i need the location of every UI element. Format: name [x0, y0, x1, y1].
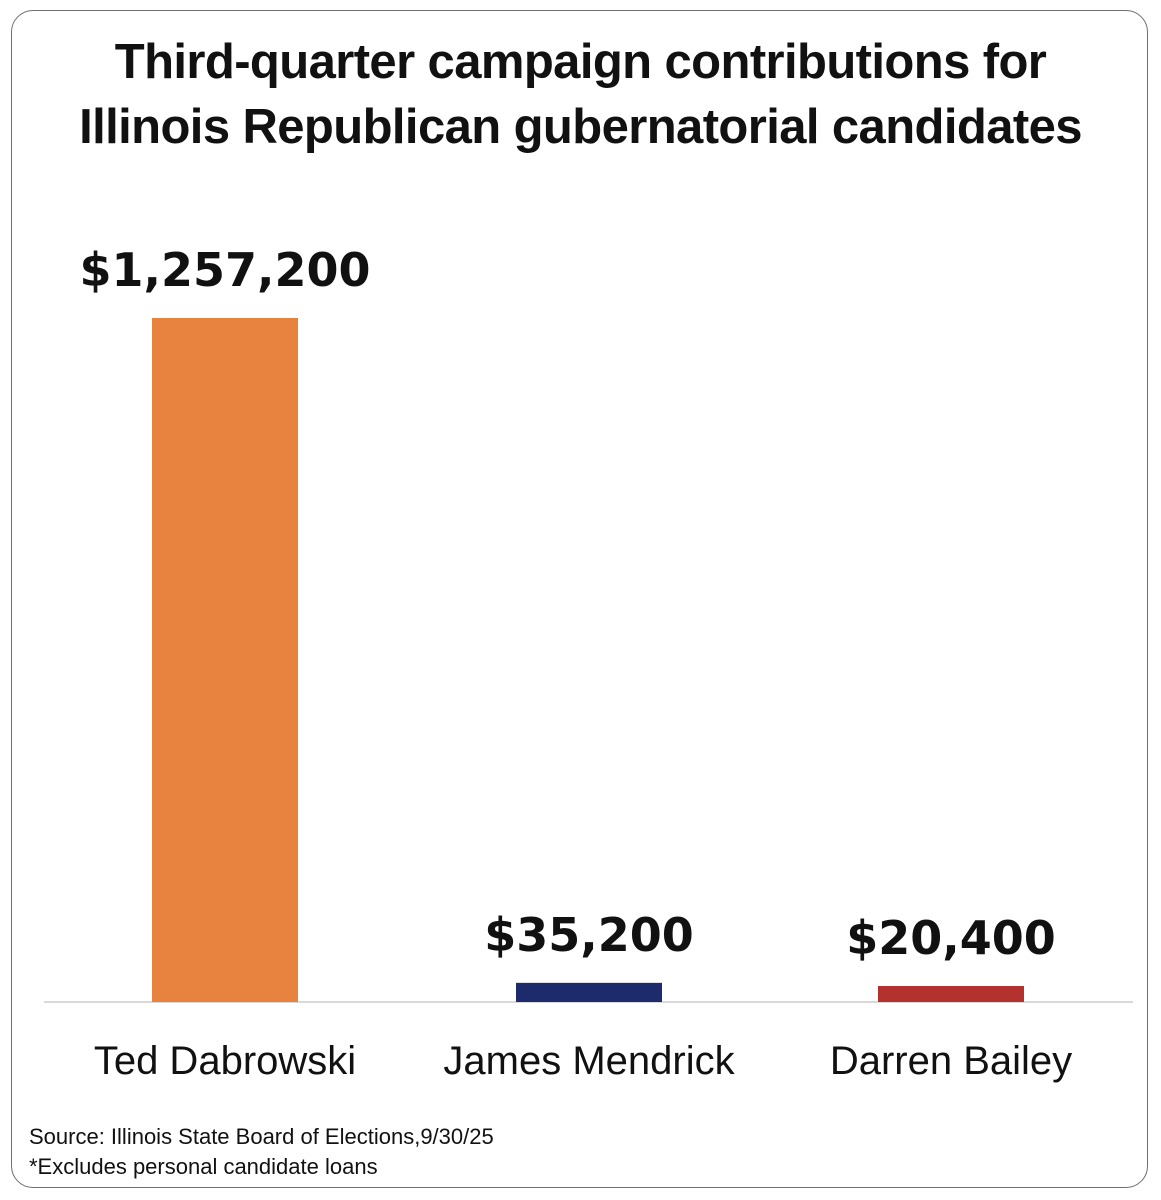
value-labels-group: $1,257,200 $35,200 $20,400 [79, 243, 1055, 965]
value-label-james-mendrick: $35,200 [484, 908, 694, 962]
chart-title-line-2: Illinois Republican gubernatorial candid… [79, 100, 1082, 154]
chart-title-line-1: Third-quarter campaign contributions for [114, 35, 1047, 89]
bar-ted-dabrowski [152, 318, 298, 1002]
footnote: *Excludes personal candidate loans [29, 1154, 378, 1179]
chart-footer: Source: Illinois State Board of Election… [29, 1122, 494, 1182]
value-label-ted-dabrowski: $1,257,200 [79, 243, 370, 297]
category-label-james-mendrick: James Mendrick [443, 1039, 735, 1083]
bar-darren-bailey [878, 986, 1024, 1002]
chart-title: Third-quarter campaign contributions for… [0, 30, 1161, 160]
bars-group [152, 318, 1024, 1002]
source-note: Source: Illinois State Board of Election… [29, 1124, 494, 1149]
category-label-ted-dabrowski: Ted Dabrowski [94, 1039, 356, 1083]
category-labels-group: Ted Dabrowski James Mendrick Darren Bailey [94, 1039, 1072, 1083]
value-label-darren-bailey: $20,400 [846, 911, 1056, 965]
category-label-darren-bailey: Darren Bailey [830, 1039, 1072, 1083]
bar-james-mendrick [516, 982, 662, 1002]
